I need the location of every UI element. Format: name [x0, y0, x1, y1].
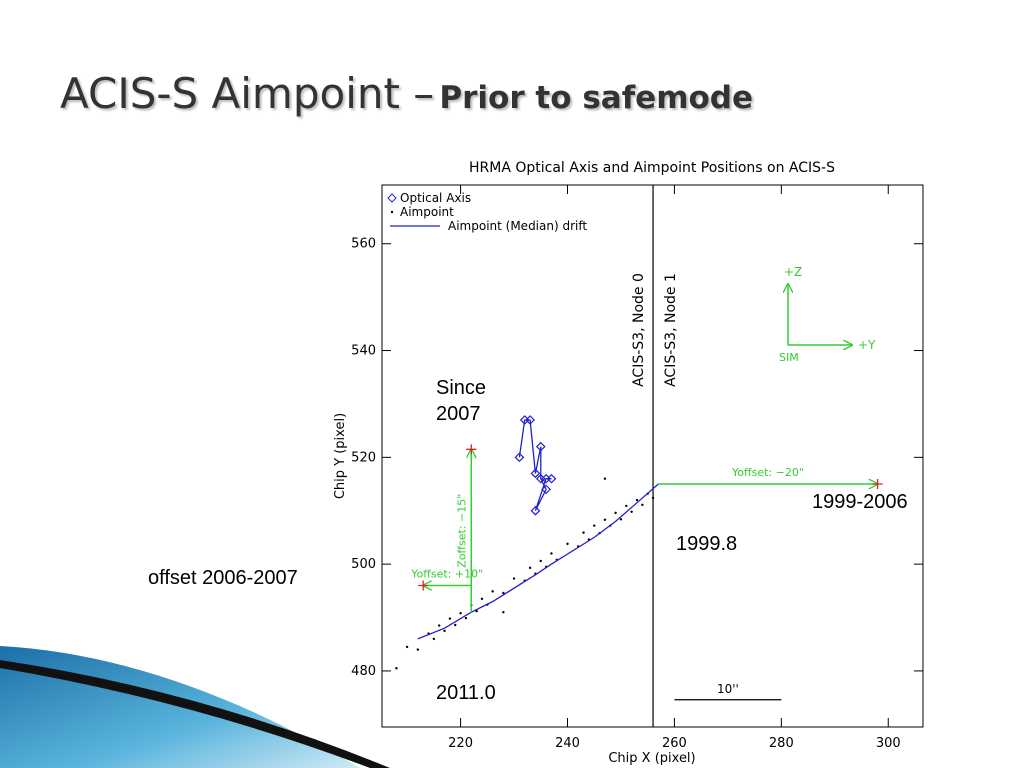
swoosh — [0, 646, 360, 768]
aimpoint-point — [432, 637, 436, 641]
aimpoint-point — [448, 617, 452, 620]
note: 1999.8 — [676, 533, 738, 555]
scale-bar-label: 10'' — [717, 682, 739, 696]
aimpoint-point — [502, 591, 505, 595]
aimpoint-point — [480, 597, 484, 601]
x-tick-label: 300 — [876, 736, 901, 751]
x-tick-label: 280 — [769, 736, 794, 751]
x-tick-label: 240 — [555, 736, 580, 751]
legend-symbol — [390, 210, 394, 214]
legend-label: Aimpoint — [400, 205, 454, 219]
aimpoint-point — [395, 667, 398, 670]
x-tick-label: 260 — [662, 736, 687, 751]
aimpoint-point — [593, 524, 596, 527]
compass-label: +Z — [784, 265, 802, 279]
optical-axis-point — [525, 415, 535, 425]
note: offset 2006-2007 — [148, 567, 298, 589]
offset-label: Zoffset: −15" — [455, 494, 468, 568]
aimpoint-point — [502, 610, 505, 614]
aimpoint-point — [464, 616, 468, 620]
aimpoint-point — [459, 612, 462, 615]
aimpoint-point — [539, 559, 542, 563]
aimpoint-point — [443, 629, 446, 633]
aimpoint-point — [603, 477, 607, 480]
aimpoint-point — [582, 531, 585, 534]
note: 1999-2006 — [812, 491, 908, 513]
axis-track — [518, 419, 552, 511]
compass-label: SIM — [779, 351, 799, 364]
aimpoint-point — [635, 498, 639, 502]
swoosh-dark — [0, 660, 390, 768]
aimpoint-point — [625, 504, 628, 508]
y-tick-label: 540 — [351, 344, 376, 359]
aimpoint-point — [491, 590, 494, 593]
aimpoint-point — [614, 511, 617, 515]
offset-cross — [872, 479, 883, 490]
aimpoint-point — [454, 623, 457, 627]
compass — [788, 284, 852, 345]
legend-symbol — [387, 193, 397, 203]
node-label: ACIS-S3, Node 0 — [631, 273, 647, 387]
optical-axis-point — [535, 441, 546, 452]
aimpoint-point — [603, 518, 607, 522]
drift-line — [417, 483, 659, 640]
title-main: ACIS-S Aimpoint – — [60, 69, 434, 118]
x-tick-label: 220 — [448, 736, 473, 751]
optical-axis-point — [541, 484, 551, 495]
y-tick-label: 560 — [351, 237, 376, 252]
optical-axis-point — [546, 473, 557, 484]
aimpoint-point — [550, 552, 553, 555]
y-axis-label: Chip Y (pixel) — [333, 413, 348, 499]
slide-title: ACIS-S Aimpoint – Prior to safemode — [60, 69, 753, 118]
note: 2011.0 — [436, 682, 496, 704]
x-axis-label: Chip X (pixel) — [608, 751, 695, 766]
note: Since 2007 — [436, 377, 487, 425]
offset-label: Yoffset: +10" — [410, 567, 483, 580]
optical-axis-point — [530, 505, 541, 516]
aimpoint-point — [528, 566, 532, 570]
aimpoint-point — [438, 624, 441, 627]
aimpoint-point — [416, 648, 420, 651]
y-tick-label: 480 — [351, 664, 376, 679]
aimpoint-point — [651, 496, 655, 500]
node-label: ACIS-S3, Node 1 — [663, 273, 679, 387]
chart-title: HRMA Optical Axis and Aimpoint Positions… — [469, 160, 835, 176]
aimpoint-point — [630, 510, 633, 514]
offset-cross — [418, 580, 429, 591]
aimpoint-point — [405, 645, 409, 649]
legend-label: Aimpoint (Median) drift — [448, 219, 587, 233]
y-tick-label: 500 — [351, 557, 376, 572]
legend-label: Optical Axis — [400, 191, 471, 205]
title-sub: Prior to safemode — [439, 80, 753, 116]
optical-axis-point — [530, 468, 541, 479]
offset-label: Yoffset: −20" — [731, 466, 804, 479]
aimpoint-point — [619, 518, 623, 521]
aimpoint-point — [641, 503, 644, 507]
optical-axis-point — [514, 452, 525, 463]
aimpoint-point — [512, 577, 516, 580]
aimpoint-point — [566, 542, 569, 546]
y-tick-label: 520 — [351, 450, 376, 465]
compass-label: +Y — [858, 338, 876, 352]
offset-cross — [466, 444, 477, 455]
